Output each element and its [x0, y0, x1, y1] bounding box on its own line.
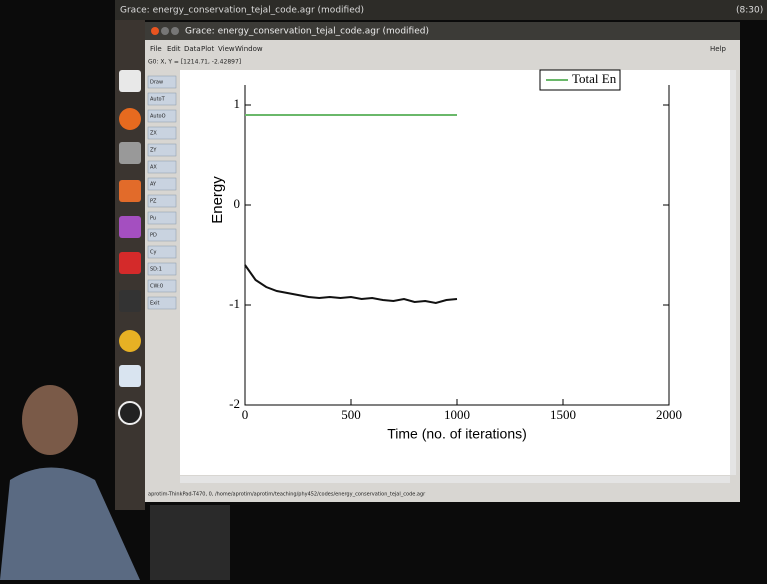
window-title: Grace: energy_conservation_tejal_code.ag…: [185, 27, 429, 37]
coordinates: G0: X, Y = [1214.71, -2.42897]: [148, 59, 241, 66]
menu-item[interactable]: View: [218, 45, 235, 53]
x-tick-label: 500: [341, 407, 361, 422]
toolbar-label: Exit: [150, 301, 160, 307]
canvas: [180, 70, 735, 475]
icon[interactable]: [119, 290, 141, 312]
menu-item[interactable]: Window: [235, 45, 263, 53]
laptop: [150, 505, 230, 580]
x-tick-label: 1500: [550, 407, 576, 422]
toolbar-label: PD: [150, 233, 157, 239]
toolbar-label: Cy: [150, 250, 156, 256]
top-bar-title: Grace: energy_conservation_tejal_code.ag…: [120, 6, 364, 16]
toolbar-label: PZ: [150, 199, 157, 205]
toolbar-label: AutoO: [150, 114, 166, 120]
toolbar-label: AX: [150, 165, 157, 171]
toolbar-label: AY: [150, 182, 157, 188]
toolbar-button[interactable]: [147, 245, 177, 259]
x-axis-label: Time (no. of iterations): [387, 426, 527, 442]
close-button[interactable]: [151, 27, 159, 35]
x-tick-label: 1000: [444, 407, 470, 422]
status-bar: aprotim-ThinkPad-T470, 0, /home/aprotim/…: [148, 492, 426, 498]
menu-item[interactable]: Plot: [201, 45, 214, 53]
toolbar-label: Pu: [150, 216, 156, 222]
title-bar: [145, 22, 740, 40]
toolbar: Draw AutoT AutoO ZX ZY AX AY PZ Pu PD Cy SD:1 CW:0 Ex…: [145, 70, 180, 475]
icon[interactable]: [119, 216, 141, 238]
toolbar-label: SD:1: [150, 267, 162, 273]
person-body: [0, 467, 140, 580]
y-tick-label: -1: [229, 296, 240, 311]
legend-label: Total En: [572, 71, 617, 86]
help-menu[interactable]: Help: [710, 45, 727, 53]
icon[interactable]: [119, 142, 141, 164]
toolbar-button[interactable]: [147, 279, 177, 293]
person-head: [22, 385, 78, 455]
menu-bar: File Edit Data Plot View Window: [150, 45, 263, 53]
toolbar-button[interactable]: [147, 262, 177, 276]
toolbar-button[interactable]: [147, 109, 177, 123]
toolbar-label: Draw: [150, 80, 163, 86]
menu-item[interactable]: Data: [184, 45, 201, 53]
series-line: [244, 264, 458, 305]
toolbar-button[interactable]: [147, 143, 177, 157]
toolbar-button[interactable]: [147, 160, 177, 174]
vertical-scrollbar[interactable]: [730, 70, 736, 475]
y-axis-label: Energy: [209, 176, 226, 224]
plot: 0 500 1000 1500 2000 -2 -1 0 1 Time (no. of itera…: [209, 69, 682, 442]
y-tick-label: 1: [234, 96, 241, 111]
toolbar-button[interactable]: [147, 75, 177, 89]
toolbar-button[interactable]: [147, 296, 177, 310]
menu-item[interactable]: Edit: [167, 45, 181, 53]
clock: (8:30): [736, 6, 763, 16]
icon[interactable]: [119, 365, 141, 387]
icon[interactable]: [119, 70, 141, 92]
legend-box: [539, 69, 621, 91]
icon[interactable]: [119, 330, 141, 352]
maximize-button[interactable]: [171, 27, 179, 35]
minimize-button[interactable]: [161, 27, 169, 35]
toolbar-button[interactable]: [147, 194, 177, 208]
toolbar-button[interactable]: [147, 177, 177, 191]
x-tick-label: 2000: [656, 407, 682, 422]
y-tick-label: -2: [229, 396, 240, 411]
toolbar-label: ZX: [150, 131, 157, 137]
launcher-icons: [118, 70, 142, 425]
toolbar-label: ZY: [150, 148, 157, 154]
x-tick-label: 0: [242, 407, 249, 422]
menu-item[interactable]: File: [150, 45, 162, 53]
toolbar-button[interactable]: [147, 211, 177, 225]
toolbar-button[interactable]: [147, 228, 177, 242]
toolbar-label: AutoT: [150, 97, 166, 103]
top-bar: [115, 0, 767, 20]
icon[interactable]: [118, 401, 142, 425]
horizontal-scrollbar[interactable]: [180, 476, 730, 483]
y-tick-label: 0: [234, 196, 241, 211]
toolbar-button[interactable]: [147, 92, 177, 106]
icon[interactable]: [119, 180, 141, 202]
legend: Total En: [539, 69, 621, 91]
icon[interactable]: [119, 252, 141, 274]
toolbar-button[interactable]: [147, 126, 177, 140]
toolbar-label: CW:0: [150, 284, 163, 290]
icon[interactable]: [119, 108, 141, 130]
